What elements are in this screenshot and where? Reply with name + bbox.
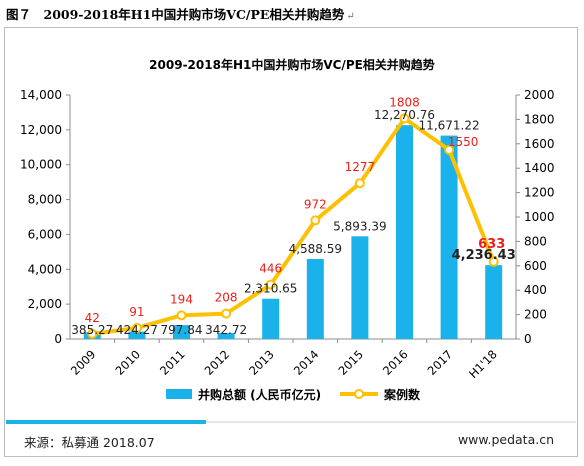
y-right-tick-label: 200 [524, 308, 547, 322]
line-value-label: 208 [215, 291, 238, 305]
footer-accent-bar [6, 420, 206, 424]
line-point [444, 144, 455, 155]
line-point [488, 256, 499, 267]
y-left-tick-label: 8,000 [28, 193, 62, 207]
line-point [176, 310, 187, 321]
line-value-label: 1277 [345, 160, 376, 174]
bar-value-label: 4,236.43 [452, 248, 516, 263]
y-right-tick-label: 1600 [524, 137, 555, 151]
line-point [354, 178, 365, 189]
chart-frame [4, 27, 578, 457]
chart-title: 2009-2018年H1中国并购市场VC/PE相关并购趋势 [149, 57, 435, 72]
y-left-tick-label: 14,000 [20, 88, 62, 102]
y-left-tick-label: 0 [54, 332, 62, 346]
x-tick-label: 2015 [335, 347, 366, 378]
legend-bar-swatch [166, 389, 192, 399]
y-right-tick-label: 2000 [524, 88, 555, 102]
line-value-label: 446 [259, 262, 282, 276]
series-line [92, 116, 496, 336]
x-tick-label: 2017 [425, 347, 456, 378]
y-right-tick-label: 1200 [524, 186, 555, 200]
line-point [131, 322, 142, 333]
figure-title-text: 图７ 2009-2018年H1中国并购市场VC/PE相关并购趋势 [6, 7, 345, 22]
line-point [87, 328, 98, 339]
x-tick-label: 2009 [68, 347, 99, 378]
bar-value-label: 4,588.59 [289, 242, 342, 256]
bar [396, 125, 413, 339]
y-right-tick-label: 1800 [524, 112, 555, 126]
source-note: 来源：私募通 2018.07 [24, 435, 155, 450]
y-left-tick-label: 12,000 [20, 123, 62, 137]
y-left-tick-label: 4,000 [28, 262, 62, 276]
bar-value-label: 797.84 [161, 323, 203, 337]
bar-series [83, 125, 503, 339]
x-tick-label: 2010 [112, 347, 143, 378]
y-left-tick-label: 2,000 [28, 297, 62, 311]
y-left-tick-label: 10,000 [20, 158, 62, 172]
legend-line-marker [354, 389, 364, 399]
website-link[interactable]: www.pedata.cn [457, 432, 554, 447]
bar-value-label: 12,270.76 [374, 108, 435, 122]
paragraph-mark-icon: ↵ [346, 11, 355, 22]
bar-value-label: 385.27 [71, 323, 113, 337]
y-right-tick-label: 400 [524, 283, 547, 297]
bar-value-label: 11,671.22 [419, 119, 480, 133]
bar [128, 331, 146, 339]
data-labels: 385.27 424.27 797.84 342.72 2,310.65 4,588.59… [71, 95, 515, 337]
line-value-label: 972 [304, 197, 327, 211]
x-tick-label: 2014 [291, 347, 322, 378]
line-value-label: 1808 [389, 95, 420, 109]
x-tick-label: H1'18 [466, 347, 500, 381]
y-right-tick-label: 0 [524, 332, 532, 346]
x-tick-label: 2012 [202, 347, 233, 378]
bar [217, 333, 235, 339]
line-series [87, 113, 499, 339]
x-tick-label: 2011 [157, 347, 188, 378]
bar [351, 236, 369, 339]
bar-value-label: 2,310.65 [244, 282, 297, 296]
bar [262, 298, 280, 339]
bar [173, 325, 190, 339]
line-value-label: 1550 [448, 135, 479, 149]
bar-value-label: 342.72 [205, 323, 247, 337]
x-tick-label: 2013 [246, 347, 277, 378]
line-point [265, 279, 276, 290]
line-point [399, 113, 410, 124]
y-right-tick-label: 1400 [524, 161, 555, 175]
bar-value-label: 5,893.39 [333, 219, 386, 233]
bar [485, 265, 503, 339]
line-value-label: 194 [170, 292, 193, 306]
legend-bar-label: 并购总额 (人民币亿元) [198, 387, 321, 402]
bar [440, 135, 458, 339]
y-left-tick-label: 6,000 [28, 227, 62, 241]
y-right-tick-label: 1000 [524, 210, 555, 224]
line-value-label: 91 [129, 305, 144, 319]
legend: 并购总额 (人民币亿元) 案例数 [166, 387, 421, 402]
line-value-label: 42 [85, 311, 100, 325]
line-point [221, 308, 232, 319]
line-point [310, 215, 321, 226]
y-right-tick-label: 800 [524, 234, 547, 248]
x-tick-label: 2016 [380, 347, 411, 378]
y-right-tick-label: 600 [524, 259, 547, 273]
bar-value-label: 424.27 [116, 323, 158, 337]
line-value-label: 633 [478, 237, 505, 252]
bar [306, 259, 324, 339]
figure-title: 图７ 2009-2018年H1中国并购市场VC/PE相关并购趋势 ↵ [6, 4, 355, 23]
legend-line-label: 案例数 [383, 387, 421, 402]
